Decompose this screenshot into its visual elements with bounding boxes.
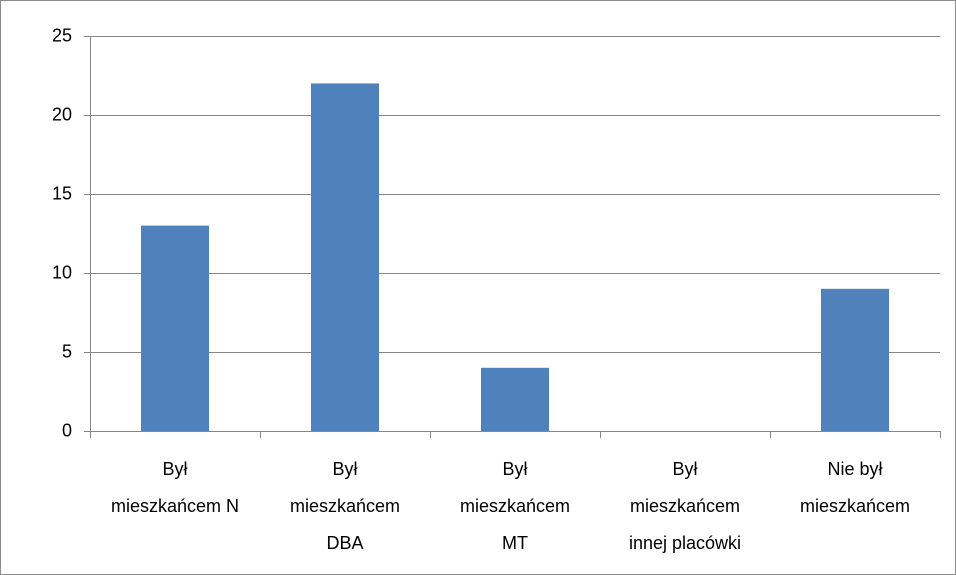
x-tick-label: mieszkańcem N: [111, 496, 239, 516]
y-tick-label: 0: [62, 420, 72, 440]
x-tick-label: Był: [672, 459, 697, 479]
x-tick-label: DBA: [326, 533, 363, 553]
y-tick-label: 20: [52, 104, 72, 124]
bar: [141, 225, 209, 431]
x-tick-label: mieszkańcem: [630, 496, 740, 516]
y-tick-label: 15: [52, 183, 72, 203]
x-tick-label: mieszkańcem: [800, 496, 910, 516]
x-tick-label: Był: [502, 459, 527, 479]
y-tick-label: 5: [62, 341, 72, 361]
bar: [481, 367, 549, 431]
x-tick-label: MT: [502, 533, 528, 553]
bar: [821, 288, 889, 431]
y-tick-label: 10: [52, 262, 72, 282]
x-tick-label: Nie był: [827, 459, 882, 479]
bar: [311, 83, 379, 432]
y-tick-label: 25: [52, 25, 72, 45]
x-tick-label: Był: [332, 459, 357, 479]
x-tick-label: mieszkańcem: [460, 496, 570, 516]
x-tick-label: innej placówki: [629, 533, 741, 553]
x-tick-label: Był: [162, 459, 187, 479]
x-tick-label: mieszkańcem: [290, 496, 400, 516]
